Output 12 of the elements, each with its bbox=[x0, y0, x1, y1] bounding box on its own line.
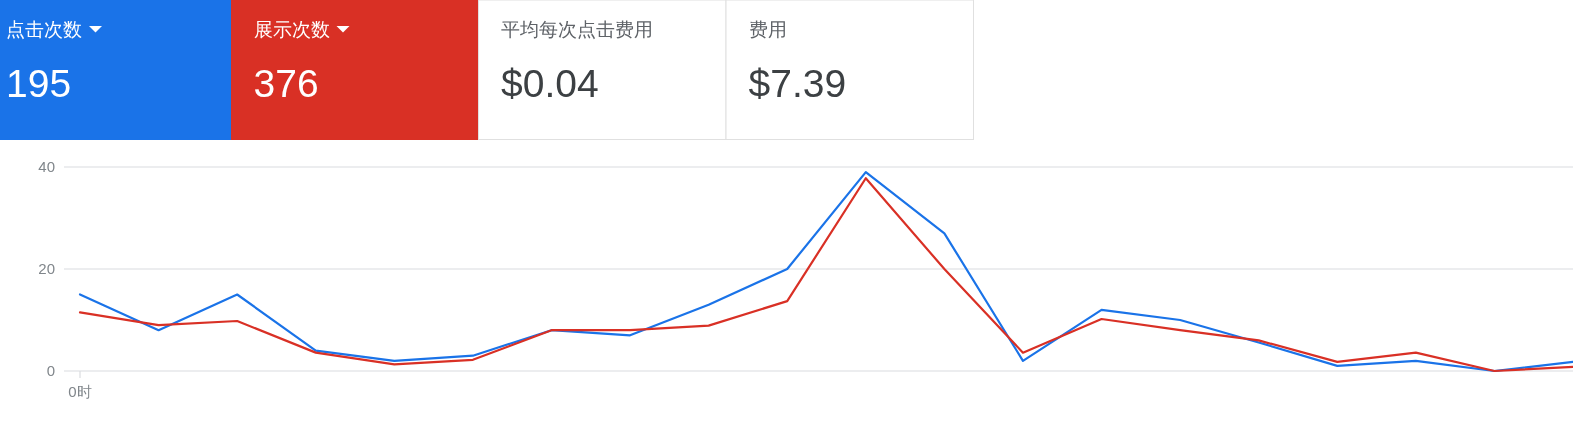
legend-label: 点击次数 bbox=[6, 19, 82, 40]
text: 平均每次点击费用 bbox=[501, 19, 653, 40]
legend-label: 展示次数 bbox=[253, 19, 330, 40]
y-tick-label: 0 bbox=[46, 362, 55, 380]
text: 费用 bbox=[748, 19, 787, 40]
y-tick-label: 40 bbox=[38, 158, 55, 176]
text: 195 bbox=[6, 62, 72, 105]
x-tick-label: 0时 bbox=[68, 383, 92, 400]
text: $0.04 bbox=[501, 62, 599, 105]
text: $7.39 bbox=[748, 62, 847, 105]
text: 376 bbox=[253, 62, 319, 105]
y-tick-label: 20 bbox=[38, 260, 55, 278]
